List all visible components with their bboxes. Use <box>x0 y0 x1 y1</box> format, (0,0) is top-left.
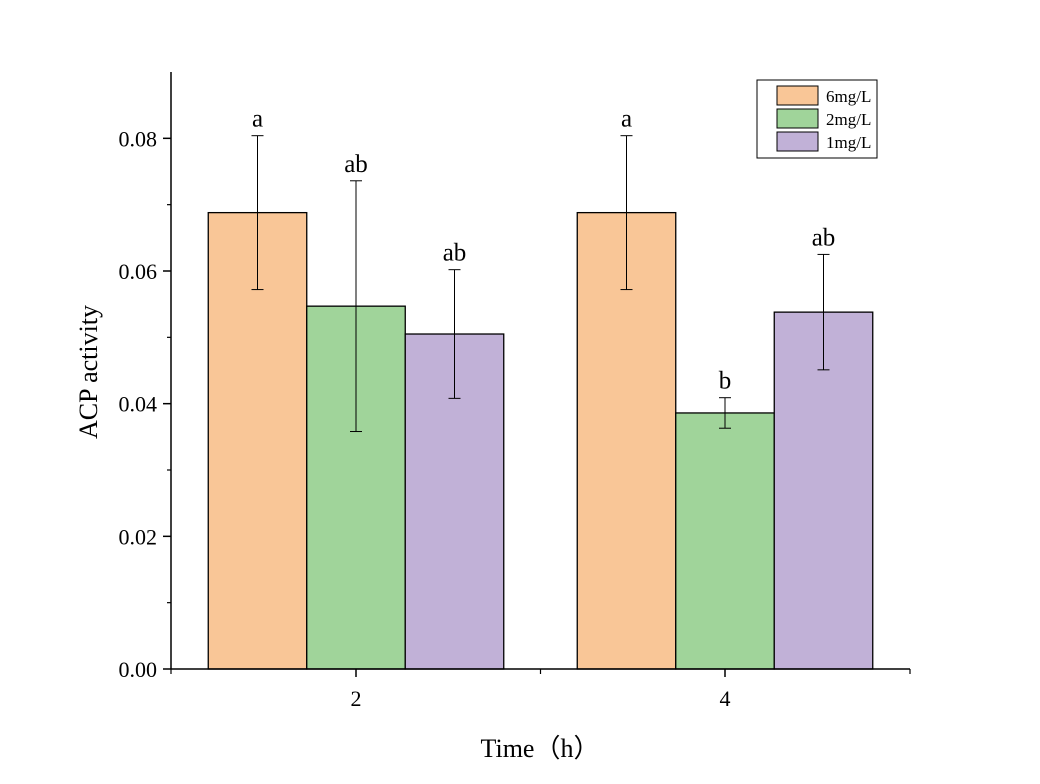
legend: 6mg/L 2mg/L 1mg/L <box>756 79 878 159</box>
y-axis-title: ACP activity <box>74 305 103 439</box>
x-axis-title: Time（h） <box>481 734 600 763</box>
legend-swatch <box>776 108 819 129</box>
y-tick-label: 0.06 <box>119 259 158 284</box>
y-tick-label: 0.08 <box>119 126 158 151</box>
error-bars-layer <box>251 135 830 433</box>
bar <box>675 412 775 670</box>
y-tick-label: 0.02 <box>119 524 158 549</box>
bars-layer <box>207 211 874 670</box>
x-tick-label: 4 <box>720 686 731 711</box>
significance-labels-layer: a a ab b ab ab <box>252 106 835 395</box>
significance-label: ab <box>812 224 836 251</box>
y-tick-label: 0.04 <box>119 392 158 417</box>
legend-label: 2mg/L <box>826 110 871 129</box>
significance-label: ab <box>443 240 467 267</box>
significance-label: a <box>252 106 263 133</box>
significance-label: ab <box>344 151 368 178</box>
legend-swatch <box>776 85 819 106</box>
significance-label: a <box>621 106 632 133</box>
y-tick-label: 0.00 <box>119 657 158 682</box>
x-tick-label: 2 <box>351 686 362 711</box>
significance-label: b <box>719 368 732 395</box>
axes-layer: 0.00 0.02 0.04 0.06 0.08 2 4 <box>119 72 911 711</box>
legend-label: 1mg/L <box>826 133 871 152</box>
legend-swatch <box>776 131 819 152</box>
legend-items: 6mg/L 2mg/L 1mg/L <box>776 85 871 152</box>
legend-label: 6mg/L <box>826 87 871 106</box>
